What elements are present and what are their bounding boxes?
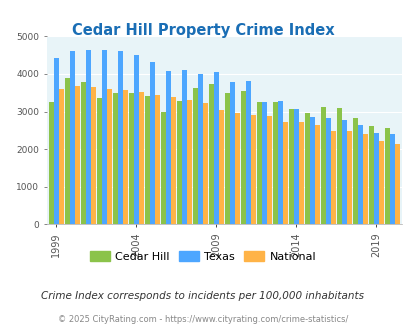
Bar [330, 131, 335, 224]
Bar [288, 109, 293, 224]
Bar [325, 118, 330, 224]
Bar [245, 81, 250, 224]
Bar [234, 113, 239, 224]
Bar [197, 74, 202, 224]
Bar [202, 103, 207, 224]
Bar [368, 126, 373, 224]
Bar [186, 100, 192, 224]
Bar [81, 82, 85, 224]
Bar [266, 116, 271, 224]
Bar [75, 86, 80, 224]
Bar [171, 97, 175, 224]
Bar [384, 128, 389, 224]
Text: Cedar Hill Property Crime Index: Cedar Hill Property Crime Index [72, 23, 333, 38]
Bar [346, 131, 351, 224]
Bar [304, 113, 309, 224]
Bar [49, 102, 53, 224]
Bar [149, 62, 154, 224]
Bar [112, 93, 117, 224]
Bar [309, 117, 314, 224]
Bar [250, 115, 256, 224]
Legend: Cedar Hill, Texas, National: Cedar Hill, Texas, National [85, 247, 320, 267]
Bar [282, 122, 287, 224]
Bar [320, 107, 325, 224]
Bar [240, 91, 245, 224]
Bar [256, 102, 261, 224]
Bar [160, 112, 165, 224]
Bar [341, 120, 346, 224]
Bar [373, 133, 378, 224]
Bar [123, 90, 128, 224]
Bar [85, 50, 91, 224]
Bar [154, 95, 160, 224]
Bar [133, 55, 139, 224]
Bar [272, 102, 277, 224]
Bar [314, 125, 319, 224]
Bar [102, 50, 107, 224]
Bar [107, 88, 112, 224]
Bar [378, 141, 383, 224]
Bar [298, 122, 303, 224]
Bar [70, 51, 75, 224]
Bar [117, 50, 123, 224]
Bar [59, 89, 64, 224]
Bar [213, 72, 218, 224]
Bar [91, 87, 96, 224]
Bar [224, 93, 229, 224]
Text: Crime Index corresponds to incidents per 100,000 inhabitants: Crime Index corresponds to incidents per… [41, 291, 364, 301]
Bar [293, 109, 298, 224]
Bar [208, 84, 213, 224]
Bar [192, 88, 197, 224]
Bar [394, 144, 399, 224]
Bar [144, 96, 149, 224]
Text: © 2025 CityRating.com - https://www.cityrating.com/crime-statistics/: © 2025 CityRating.com - https://www.city… [58, 315, 347, 324]
Bar [357, 125, 362, 224]
Bar [336, 108, 341, 224]
Bar [362, 135, 367, 224]
Bar [128, 93, 133, 224]
Bar [218, 110, 224, 224]
Bar [277, 101, 282, 224]
Bar [165, 71, 171, 224]
Bar [139, 92, 144, 224]
Bar [229, 82, 234, 224]
Bar [53, 58, 59, 224]
Bar [261, 102, 266, 224]
Bar [389, 134, 394, 224]
Bar [176, 101, 181, 224]
Bar [181, 70, 186, 224]
Bar [96, 98, 102, 224]
Bar [64, 78, 70, 224]
Bar [352, 118, 357, 224]
